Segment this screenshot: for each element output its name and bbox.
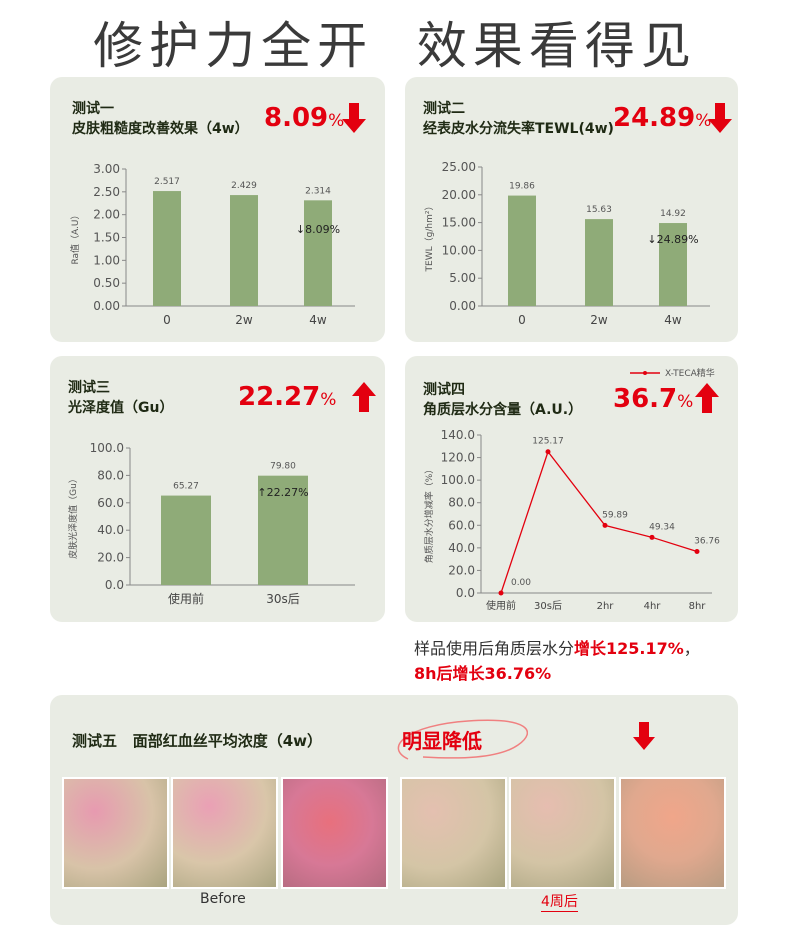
panel-title: 光泽度值（Gu） (68, 400, 174, 416)
headline: 修护力全开 效果看得见 (93, 17, 697, 75)
before-photo-3 (281, 777, 388, 889)
panel-title: 测试五 面部红血丝平均浓度（4w） (72, 732, 322, 750)
circle-scribble (397, 719, 528, 760)
badge-text: 明显降低 (402, 729, 482, 753)
big-value: 36.7% (613, 384, 694, 414)
big-value: 22.27% (238, 382, 337, 412)
panel-test1: 测试一皮肤粗糙度改善效果（4w） 8.09% (50, 77, 385, 342)
panel-test3: 测试三光泽度值（Gu） 22.27% (50, 356, 385, 622)
before-label: Before (200, 891, 246, 907)
after-photo-1 (400, 777, 507, 889)
arrow-down-icon (633, 722, 655, 750)
arrow-up-icon (695, 383, 719, 413)
panel-title: 角质层水分含量（A.U.） (423, 402, 583, 418)
panel-test2: 测试二经表皮水分流失率TEWL(4w) 24.89% (405, 77, 738, 342)
summary-text: 样品使用后角质层水分增长125.17%， 8h后增长36.76% (414, 639, 700, 683)
after-photo-2 (509, 777, 616, 889)
panel-label: 测试一 (72, 101, 114, 117)
arrow-down-icon (342, 103, 366, 133)
panel-title: 皮肤粗糙度改善效果（4w） (72, 121, 249, 137)
arrow-up-icon (352, 382, 376, 412)
panel-label: 测试三 (68, 380, 110, 396)
after-photo-3 (619, 777, 726, 889)
panel-test4: 测试四角质层水分含量（A.U.） 36.7% (405, 356, 738, 622)
panel-title: 经表皮水分流失率TEWL(4w) (423, 121, 614, 137)
after-label: 4周后 (541, 891, 578, 912)
big-value: 24.89% (613, 103, 712, 133)
before-photo-1 (62, 777, 169, 889)
big-value: 8.09% (264, 103, 345, 133)
before-photo-2 (171, 777, 278, 889)
panel-label: 测试二 (423, 101, 465, 117)
arrow-down-icon (708, 103, 732, 133)
panel-label: 测试四 (423, 382, 465, 398)
